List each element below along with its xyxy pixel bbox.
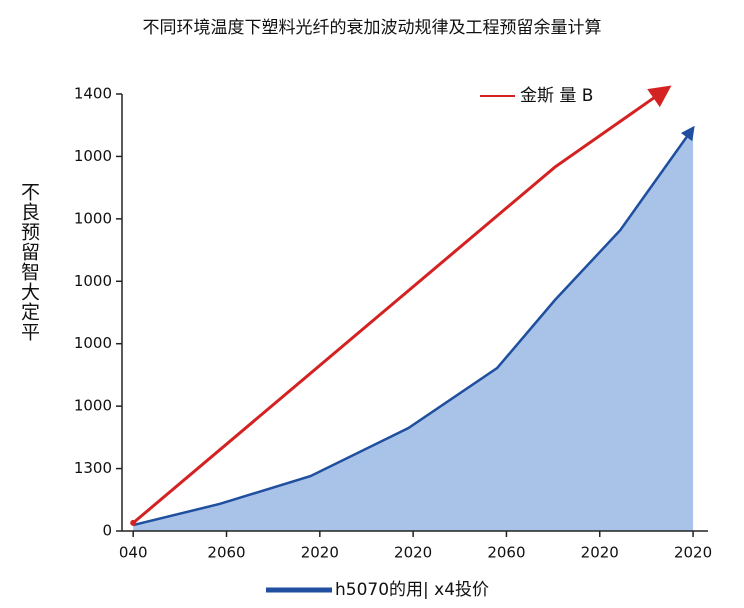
series-line bbox=[132, 85, 672, 525]
x-tick-label: 2020 bbox=[394, 544, 432, 562]
area bbox=[133, 128, 694, 532]
series-line bbox=[132, 125, 695, 527]
legend-label: h5070的用| x4投价 bbox=[335, 580, 489, 600]
y-tick-label: 1000 bbox=[74, 397, 112, 415]
x-tick-label: 2060 bbox=[487, 544, 525, 562]
y-axis-label: 不良预留智大定平 bbox=[18, 182, 40, 342]
y-tick-label: 1000 bbox=[74, 334, 112, 352]
y-tick-label: 1300 bbox=[74, 459, 112, 477]
y-tick-label: 1000 bbox=[74, 272, 112, 290]
y-tick-label: 1000 bbox=[74, 209, 112, 227]
x-tick-label: 2020 bbox=[581, 544, 619, 562]
x-tick-label: 2020 bbox=[674, 544, 712, 562]
y-tick-label: 1000 bbox=[74, 147, 112, 165]
y-tick-label: 1400 bbox=[74, 85, 112, 103]
chart-title: 不同环境温度下塑料光纤的衰加波动规律及工程预留余量计算 bbox=[143, 18, 602, 38]
x-tick-label: 040 bbox=[119, 544, 148, 562]
x-tick-label: 2060 bbox=[207, 544, 245, 562]
legend-label: 金斯 量 B bbox=[520, 86, 593, 106]
x-tick-label: 2020 bbox=[301, 544, 339, 562]
start-point bbox=[130, 519, 137, 526]
y-tick-label: 0 bbox=[102, 522, 112, 540]
